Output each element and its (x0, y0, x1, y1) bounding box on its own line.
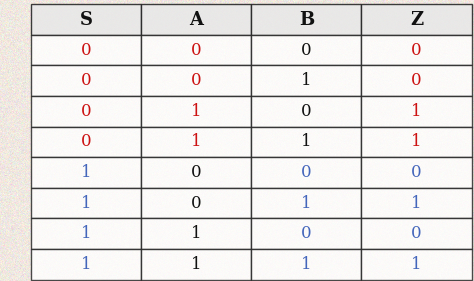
Bar (251, 218, 361, 249)
Bar (361, 35, 472, 65)
Text: Z: Z (410, 10, 423, 28)
Bar (141, 127, 251, 157)
Bar (361, 157, 472, 188)
Text: 1: 1 (191, 133, 201, 150)
Bar (361, 4, 472, 35)
Text: 0: 0 (191, 164, 201, 181)
Text: 0: 0 (301, 103, 311, 120)
Text: 0: 0 (301, 164, 311, 181)
Text: 0: 0 (301, 225, 311, 242)
Bar (251, 96, 361, 127)
Text: 0: 0 (191, 72, 201, 89)
Text: S: S (80, 10, 92, 28)
Text: 1: 1 (411, 103, 422, 120)
Text: 1: 1 (81, 256, 91, 273)
Text: 1: 1 (191, 256, 201, 273)
Text: 1: 1 (301, 72, 311, 89)
Text: 0: 0 (411, 42, 422, 59)
Text: 0: 0 (411, 72, 422, 89)
Bar (361, 188, 472, 218)
Bar (361, 249, 472, 280)
Text: 1: 1 (191, 225, 201, 242)
Bar (361, 127, 472, 157)
Text: 1: 1 (411, 195, 422, 212)
Bar (31, 4, 141, 35)
Text: 0: 0 (81, 72, 91, 89)
Text: 0: 0 (81, 133, 91, 150)
Bar (251, 249, 361, 280)
Text: 0: 0 (301, 42, 311, 59)
Text: B: B (299, 10, 314, 28)
Text: 0: 0 (81, 42, 91, 59)
Bar (141, 188, 251, 218)
Text: 1: 1 (191, 103, 201, 120)
Text: 1: 1 (411, 133, 422, 150)
Text: 0: 0 (191, 195, 201, 212)
Bar (31, 127, 141, 157)
Bar (251, 157, 361, 188)
Text: 1: 1 (81, 225, 91, 242)
Bar (31, 188, 141, 218)
Bar (31, 35, 141, 65)
Text: 1: 1 (301, 195, 311, 212)
Bar (361, 96, 472, 127)
Text: 0: 0 (411, 225, 422, 242)
Text: A: A (189, 10, 203, 28)
Text: 1: 1 (81, 164, 91, 181)
Bar (141, 4, 251, 35)
Bar (251, 35, 361, 65)
Bar (361, 65, 472, 96)
Text: 1: 1 (301, 256, 311, 273)
Text: 1: 1 (81, 195, 91, 212)
Bar (31, 65, 141, 96)
Bar (31, 218, 141, 249)
Text: 1: 1 (411, 256, 422, 273)
Bar (251, 4, 361, 35)
Bar (141, 157, 251, 188)
Text: 0: 0 (411, 164, 422, 181)
Text: 0: 0 (191, 42, 201, 59)
Bar (251, 127, 361, 157)
Bar (141, 218, 251, 249)
Bar (31, 249, 141, 280)
Bar (31, 157, 141, 188)
Bar (361, 218, 472, 249)
Bar (141, 249, 251, 280)
Bar (141, 35, 251, 65)
Bar (141, 65, 251, 96)
Bar (251, 65, 361, 96)
Bar (31, 96, 141, 127)
Bar (251, 188, 361, 218)
Text: 1: 1 (301, 133, 311, 150)
Bar (141, 96, 251, 127)
Text: 0: 0 (81, 103, 91, 120)
